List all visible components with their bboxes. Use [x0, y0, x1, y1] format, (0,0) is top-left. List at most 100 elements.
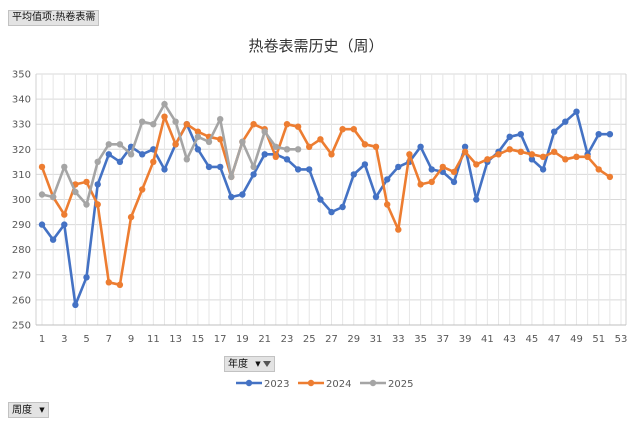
x-tick-label: 47	[548, 334, 561, 345]
pivot-value-field-label: 平均值项:热卷表需	[12, 12, 96, 23]
data-point-2023	[306, 166, 313, 173]
y-tick-label: 280	[12, 245, 31, 256]
data-point-2025	[161, 100, 168, 108]
data-point-2024	[61, 211, 68, 218]
data-point-2024	[172, 141, 179, 148]
x-tick-label: 29	[347, 334, 360, 345]
legend-label-2025: 2025	[388, 379, 413, 390]
data-point-2023	[105, 151, 113, 158]
data-point-2024	[506, 146, 513, 153]
data-point-2025	[239, 138, 246, 145]
chart-title: 热卷表需历史（周）	[248, 37, 383, 55]
data-point-2025	[294, 146, 302, 153]
x-tick-label: 23	[281, 334, 294, 345]
data-point-2025	[38, 191, 46, 198]
data-point-2023	[517, 131, 524, 138]
data-point-2025	[205, 138, 213, 145]
data-point-2025	[194, 133, 202, 140]
data-point-2025	[283, 146, 291, 153]
data-point-2023	[551, 128, 558, 135]
data-point-2024	[584, 153, 591, 160]
y-tick-label: 270	[12, 270, 31, 281]
data-point-2025	[228, 173, 235, 181]
axis-field-label: 周度	[12, 405, 32, 416]
data-point-2025	[94, 158, 101, 165]
x-tick-label: 11	[147, 334, 160, 345]
data-point-2023	[539, 166, 547, 173]
data-point-2023	[194, 146, 202, 153]
data-point-2023	[261, 151, 268, 158]
data-point-2023	[283, 156, 291, 163]
data-point-2023	[139, 151, 146, 158]
series-field-filter-button[interactable]: 年度 ▼	[224, 356, 275, 372]
data-point-2025	[261, 128, 268, 135]
data-point-2023	[250, 171, 257, 178]
data-point-2023	[450, 178, 458, 186]
filter-funnel-icon	[262, 361, 271, 367]
legend-label-2024: 2024	[326, 379, 351, 390]
data-point-2024	[539, 153, 547, 160]
series-line-2023	[40, 110, 612, 307]
data-point-2025	[150, 121, 157, 128]
data-point-2024	[517, 148, 524, 155]
series-line-2024	[40, 115, 612, 287]
y-tick-label: 340	[12, 95, 31, 106]
legend-item-2024: 2024	[298, 379, 351, 390]
dropdown-caret-icon: ▼	[39, 406, 45, 414]
legend-marker-2024	[307, 379, 315, 387]
data-point-2023	[350, 171, 357, 178]
pivot-value-field-button[interactable]: 平均值项:热卷表需	[8, 10, 100, 26]
data-point-2024	[272, 153, 279, 160]
x-tick-label: 15	[192, 334, 205, 345]
data-point-2024	[38, 163, 46, 171]
data-point-2025	[105, 141, 113, 148]
axis-field-filter-button[interactable]: 周度 ▼	[8, 402, 49, 418]
legend-item-2025: 2025	[360, 379, 413, 390]
x-tick-label: 31	[370, 334, 383, 345]
data-point-2024	[217, 136, 224, 143]
data-point-2024	[461, 148, 469, 155]
data-point-2025	[250, 163, 257, 171]
x-tick-label: 9	[128, 334, 134, 345]
x-tick-label: 53	[615, 334, 628, 345]
data-point-2024	[317, 136, 324, 143]
data-point-2024	[139, 186, 146, 193]
data-point-2023	[606, 131, 614, 138]
data-point-2024	[150, 158, 157, 165]
dropdown-caret-icon: ▼	[255, 360, 261, 368]
data-point-2023	[294, 166, 302, 173]
x-tick-label: 45	[526, 334, 539, 345]
data-point-2024	[562, 156, 569, 163]
data-point-2023	[49, 236, 57, 243]
data-point-2024	[417, 181, 424, 188]
data-point-2023	[339, 203, 346, 211]
data-point-2025	[127, 151, 135, 158]
data-point-2023	[528, 156, 536, 163]
data-point-2023	[83, 274, 90, 281]
y-tick-label: 330	[12, 120, 31, 131]
data-point-2024	[283, 121, 291, 128]
data-point-2024	[528, 151, 536, 158]
data-point-2025	[49, 193, 57, 201]
x-tick-label: 37	[436, 334, 449, 345]
x-tick-label: 3	[61, 334, 67, 345]
data-point-2024	[439, 163, 446, 171]
data-point-2023	[94, 181, 101, 188]
data-point-2023	[239, 191, 246, 198]
data-point-2023	[328, 208, 335, 216]
data-point-2024	[339, 126, 346, 133]
x-tick-label: 51	[592, 334, 605, 345]
data-point-2025	[183, 156, 190, 163]
data-point-2024	[551, 148, 558, 155]
x-tick-label: 5	[83, 334, 89, 345]
y-tick-label: 350	[12, 70, 31, 81]
data-point-2023	[372, 193, 380, 201]
data-point-2024	[294, 123, 302, 130]
series-2025	[38, 100, 302, 208]
data-point-2024	[361, 141, 369, 148]
data-point-2024	[495, 151, 502, 158]
legend-label-2023: 2023	[264, 379, 289, 390]
data-point-2023	[38, 221, 46, 228]
data-point-2024	[350, 126, 357, 133]
data-point-2024	[94, 201, 101, 208]
